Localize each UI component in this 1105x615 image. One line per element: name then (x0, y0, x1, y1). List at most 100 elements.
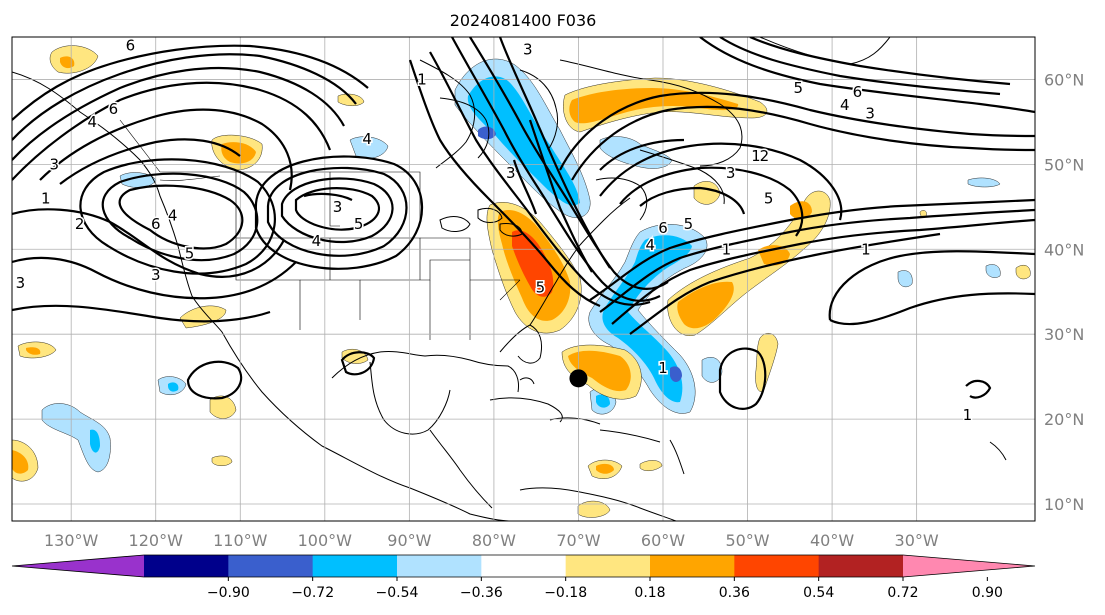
colorbar-tick-label: 0.90 (972, 585, 1003, 601)
colorbar-tick-label: −0.36 (460, 585, 503, 601)
contour-label: 1 (417, 70, 427, 88)
colorbar-segment (565, 555, 651, 577)
colorbar-segment (650, 555, 735, 577)
lon-label: 60°W (641, 531, 685, 550)
positive-region-carib-s-core (596, 463, 614, 474)
contour-label: 2 (760, 147, 770, 165)
negative-region-hudson-core (467, 76, 580, 206)
lat-label: 50°N (1044, 155, 1084, 174)
contour-trough-6 (528, 119, 593, 273)
lat-label: 10°N (1044, 495, 1084, 514)
contour-atl-4 (629, 232, 941, 335)
contour-label: 4 (168, 206, 178, 224)
contour-label: 6 (853, 83, 863, 101)
contour-label: 3 (523, 41, 533, 59)
contour-label: 5 (354, 215, 364, 233)
positive-region-atlantic-core (677, 281, 734, 329)
contour-nw-1 (12, 81, 332, 181)
contour-label: 3 (333, 198, 343, 216)
contour-label: 3 (726, 164, 736, 182)
contour-nw-5 (39, 108, 293, 191)
contour-storm-loop (718, 347, 767, 410)
longitude-labels: 130°W 120°W 110°W 100°W 90°W 80°W 70°W 60°W 50°W… (44, 531, 939, 550)
contour-label: 4 (88, 113, 98, 131)
colorbar-segment (734, 555, 820, 577)
positive-region-bahamas-core (568, 350, 631, 392)
contour-label: 6 (658, 219, 668, 237)
negative-region-caribbean-core (596, 394, 610, 408)
lat-label: 30°N (1044, 325, 1084, 344)
colorbar-segment (481, 555, 567, 577)
positive-region-ne-pacific-core (60, 56, 75, 69)
contour-label: 3 (49, 155, 59, 173)
contour-trough-4 (469, 37, 669, 290)
lon-label: 130°W (44, 531, 99, 550)
positive-region-carib-se (639, 460, 663, 471)
contour-nw-6 (59, 138, 241, 185)
contour-na-6 (699, 37, 1035, 114)
negative-region-atlantic-dark (670, 366, 682, 382)
negative-region-mid-atlantic (967, 177, 1001, 188)
contour-label: 1 (722, 240, 732, 258)
colorbar-tick-label: −0.54 (376, 585, 419, 601)
contour-pacific-1 (118, 184, 244, 250)
map-border (11, 36, 1036, 522)
negative-region-east2 (897, 270, 913, 288)
colorbar-extend-max (903, 555, 1035, 577)
storm-center-marker (569, 369, 588, 388)
contour-label: 5 (764, 189, 774, 207)
positive-region-mx-sw (209, 395, 237, 419)
contour-lines (12, 37, 1035, 410)
contour-label: 1 (41, 189, 51, 207)
contour-na-2 (571, 105, 1035, 181)
contour-label: 6 (126, 36, 136, 54)
negative-region-pacific-sw2-core (168, 382, 179, 392)
lon-label: 30°W (895, 531, 939, 550)
colorbar-tick-label: 0.72 (887, 585, 918, 601)
colorbar-tick-label: 0.36 (719, 585, 750, 601)
lat-label: 20°N (1044, 410, 1084, 429)
contour-na-9 (599, 138, 685, 171)
contour-pacific-3 (79, 158, 276, 275)
contour-label: 3 (506, 164, 516, 182)
colorbar-segment (144, 555, 229, 577)
chart-title: 2024081400 F036 (450, 11, 597, 30)
contour-label: 5 (536, 278, 546, 296)
contour-rockies-2 (280, 177, 394, 244)
contour-na-1 (559, 91, 1035, 171)
contour-nw-4 (12, 44, 369, 121)
colorbar-segment (228, 555, 314, 577)
contour-trough-5 (498, 37, 611, 269)
positive-region-sa (577, 500, 611, 518)
contour-label: 3 (865, 104, 875, 122)
contour-atl-2 (599, 208, 1035, 313)
contour-trough-3 (451, 37, 661, 302)
contour-label: 2 (75, 215, 85, 233)
colorbar-tick-label: −0.18 (544, 585, 587, 601)
positive-region-mexico-pac (179, 305, 227, 329)
contour-label: 4 (840, 96, 850, 114)
contour-na-5 (639, 186, 746, 215)
contour-rockies-5 (303, 192, 353, 201)
lon-label: 120°W (129, 531, 184, 550)
contour-pacific-2 (101, 172, 259, 262)
lon-label: 110°W (213, 531, 268, 550)
contour-pacific-4 (12, 208, 285, 278)
lat-label: 40°N (1044, 240, 1084, 259)
colorbar-tick-label: −0.72 (291, 585, 334, 601)
contour-label: 5 (793, 79, 803, 97)
negative-region-atlantic-core (602, 235, 692, 403)
colorbar: −0.90 −0.72 −0.54 −0.36 −0.18 0.18 0.36 0.54 0.7… (11, 554, 1036, 601)
contour-label: 5 (185, 245, 195, 263)
negative-region-pacific-sw-core (90, 429, 100, 453)
contour-pacific-6 (12, 304, 271, 323)
contour-label: 1 (963, 406, 973, 424)
lon-label: 40°W (810, 531, 854, 550)
contour-label: 6 (151, 215, 161, 233)
positive-region-ne-pacific (49, 45, 99, 74)
contour-rockies-4 (254, 155, 424, 270)
contour-nw-3 (12, 53, 357, 141)
contour-label: 4 (646, 236, 656, 254)
